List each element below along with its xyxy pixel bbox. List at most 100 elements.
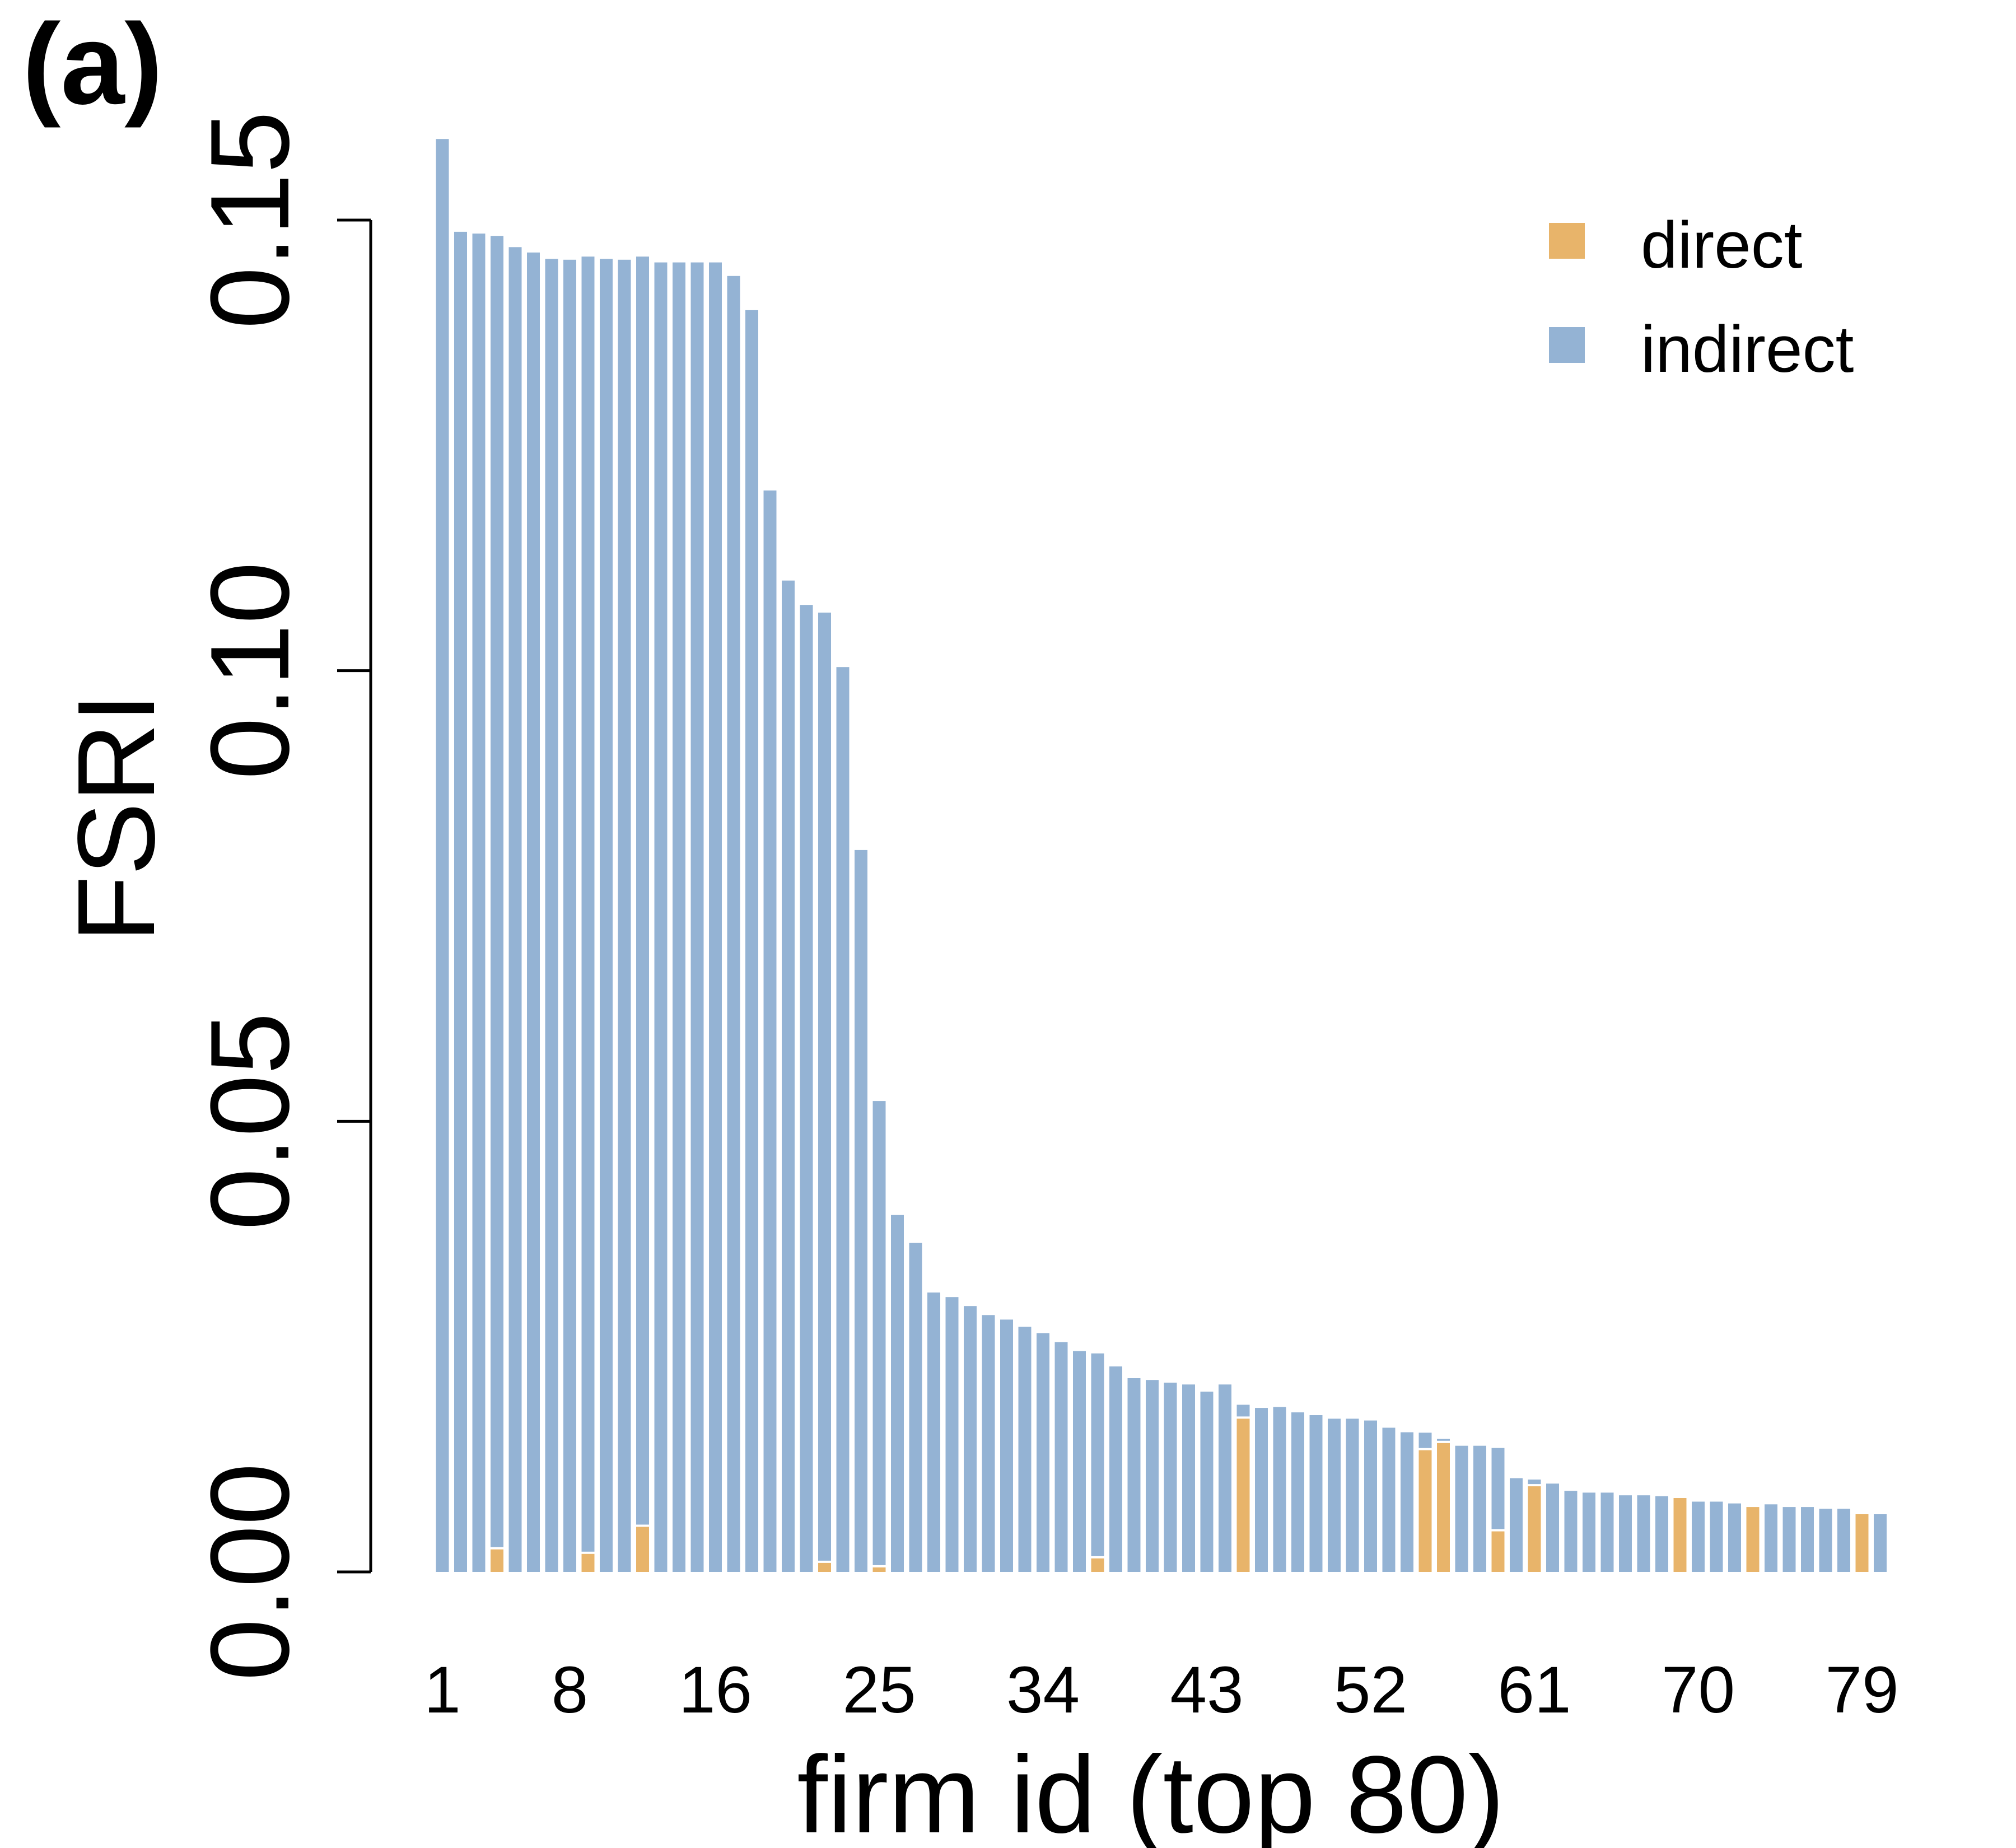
bar-direct <box>491 1549 503 1572</box>
bar-indirect <box>690 262 704 1572</box>
bar-indirect <box>782 580 795 1572</box>
bar-indirect <box>1146 1380 1159 1572</box>
bar-indirect <box>1236 1404 1250 1417</box>
bar-indirect <box>636 256 649 1525</box>
bar-indirect <box>1874 1514 1887 1572</box>
bar-direct <box>872 1567 886 1572</box>
x-tick-label: 52 <box>1334 1653 1407 1727</box>
bar-indirect <box>1255 1408 1268 1572</box>
panel-label: (a) <box>22 0 163 128</box>
bar-indirect <box>1182 1384 1195 1572</box>
bar-indirect <box>1600 1492 1614 1572</box>
bar-indirect <box>527 252 540 1572</box>
bar-indirect <box>600 259 613 1572</box>
bar-indirect <box>1765 1504 1777 1572</box>
bar-indirect <box>727 276 740 1572</box>
x-tick-label: 34 <box>1006 1653 1080 1727</box>
x-tick-label: 25 <box>842 1653 916 1727</box>
bar-indirect <box>818 612 831 1561</box>
bar-indirect <box>491 236 503 1547</box>
bar-indirect <box>1364 1420 1377 1572</box>
y-axis-title: FSRI <box>55 693 178 942</box>
bar-indirect <box>563 259 576 1572</box>
bar-indirect <box>1091 1353 1104 1556</box>
bar-indirect <box>855 850 867 1572</box>
bar-indirect <box>945 1297 959 1572</box>
bar-indirect <box>1491 1448 1505 1529</box>
bar-indirect <box>745 310 758 1572</box>
bar-indirect <box>1583 1492 1595 1572</box>
bar-indirect <box>1037 1333 1049 1572</box>
bar-direct <box>1236 1418 1250 1572</box>
y-tick-label: 0.00 <box>188 1463 312 1681</box>
bar-indirect <box>1200 1392 1214 1572</box>
x-tick-label: 61 <box>1497 1653 1571 1727</box>
bar-indirect <box>1619 1495 1632 1572</box>
bar-indirect <box>891 1215 904 1572</box>
bar-indirect <box>872 1101 886 1565</box>
bar-direct <box>1855 1514 1869 1572</box>
legend-swatch-direct <box>1549 223 1585 259</box>
bar-indirect <box>1018 1327 1032 1572</box>
y-tick-label: 0.05 <box>188 1012 312 1230</box>
bar-indirect <box>1564 1491 1578 1572</box>
bar-indirect <box>982 1315 995 1572</box>
bar-direct <box>581 1553 595 1572</box>
legend-swatch-indirect <box>1549 327 1585 363</box>
bar-indirect <box>454 231 467 1572</box>
bar-indirect <box>1637 1495 1650 1572</box>
legend: direct indirect <box>1549 208 1854 386</box>
bar-indirect <box>1127 1378 1141 1572</box>
bar-indirect <box>800 605 813 1572</box>
bar-indirect <box>581 256 595 1552</box>
x-axis-title: firm id (top 80) <box>797 1733 1504 1848</box>
bar-indirect <box>1328 1418 1341 1572</box>
bar-direct <box>818 1562 831 1572</box>
bar-direct <box>1091 1558 1104 1572</box>
bar-indirect <box>1782 1507 1796 1572</box>
y-tick-label: 0.15 <box>188 111 312 329</box>
bar-indirect <box>1528 1480 1541 1485</box>
bar-indirect <box>1219 1384 1231 1572</box>
bar-indirect <box>763 490 777 1572</box>
bars-group <box>436 139 1887 1572</box>
bar-direct <box>1746 1507 1760 1572</box>
bar-indirect <box>1546 1483 1559 1572</box>
bar-indirect <box>673 262 685 1572</box>
bar-direct <box>1528 1486 1541 1572</box>
bar-indirect <box>1109 1366 1122 1572</box>
bar-indirect <box>927 1292 940 1572</box>
bar-indirect <box>1710 1501 1723 1572</box>
bar-indirect <box>1382 1427 1396 1572</box>
bar-indirect <box>1054 1342 1068 1572</box>
bar-indirect <box>1455 1445 1468 1572</box>
x-tick-label: 43 <box>1170 1653 1243 1727</box>
bar-indirect <box>545 259 558 1572</box>
bar-indirect <box>1000 1319 1013 1572</box>
x-tick-label: 16 <box>679 1653 752 1727</box>
bar-indirect <box>1273 1407 1286 1572</box>
bar-indirect <box>1728 1503 1741 1572</box>
x-tick-label: 79 <box>1825 1653 1898 1727</box>
bar-indirect <box>618 259 631 1572</box>
x-tick-label: 1 <box>424 1653 461 1727</box>
y-tick-label: 0.10 <box>188 562 312 780</box>
bar-indirect <box>1401 1432 1413 1572</box>
bar-indirect <box>1801 1507 1814 1572</box>
y-axis: 0.00 0.05 0.10 0.15 <box>188 111 372 1681</box>
bar-direct <box>1673 1498 1687 1572</box>
bar-indirect <box>964 1306 977 1572</box>
bar-indirect <box>836 667 850 1572</box>
legend-label-indirect: indirect <box>1641 312 1854 386</box>
bar-indirect <box>1291 1412 1304 1572</box>
bar-indirect <box>1692 1501 1705 1572</box>
bar-indirect <box>1819 1509 1832 1572</box>
bar-indirect <box>1837 1509 1850 1572</box>
bar-indirect <box>909 1243 922 1572</box>
bar-indirect <box>1073 1351 1086 1572</box>
bar-indirect <box>1473 1445 1486 1572</box>
bar-direct <box>1418 1450 1432 1572</box>
bar-indirect <box>508 247 522 1572</box>
bar-indirect <box>709 262 722 1572</box>
